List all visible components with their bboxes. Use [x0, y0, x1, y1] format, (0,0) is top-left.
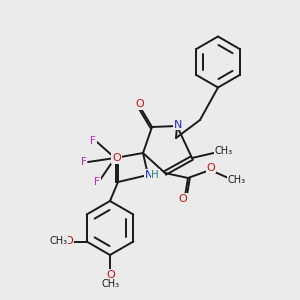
- Text: CH₃: CH₃: [227, 175, 246, 185]
- Text: F: F: [91, 136, 96, 146]
- Text: F: F: [94, 177, 100, 188]
- Text: O: O: [64, 236, 73, 247]
- Text: CH₃: CH₃: [214, 146, 232, 156]
- Text: N: N: [144, 170, 153, 180]
- Text: CH₃: CH₃: [50, 236, 68, 247]
- Text: O: O: [112, 153, 121, 164]
- Text: H: H: [151, 170, 159, 180]
- Text: O: O: [206, 163, 215, 172]
- Text: O: O: [178, 194, 187, 204]
- Text: N: N: [173, 120, 182, 130]
- Text: CH₃: CH₃: [101, 279, 120, 290]
- Text: F: F: [81, 157, 86, 167]
- Text: O: O: [136, 99, 144, 109]
- Text: O: O: [106, 270, 115, 280]
